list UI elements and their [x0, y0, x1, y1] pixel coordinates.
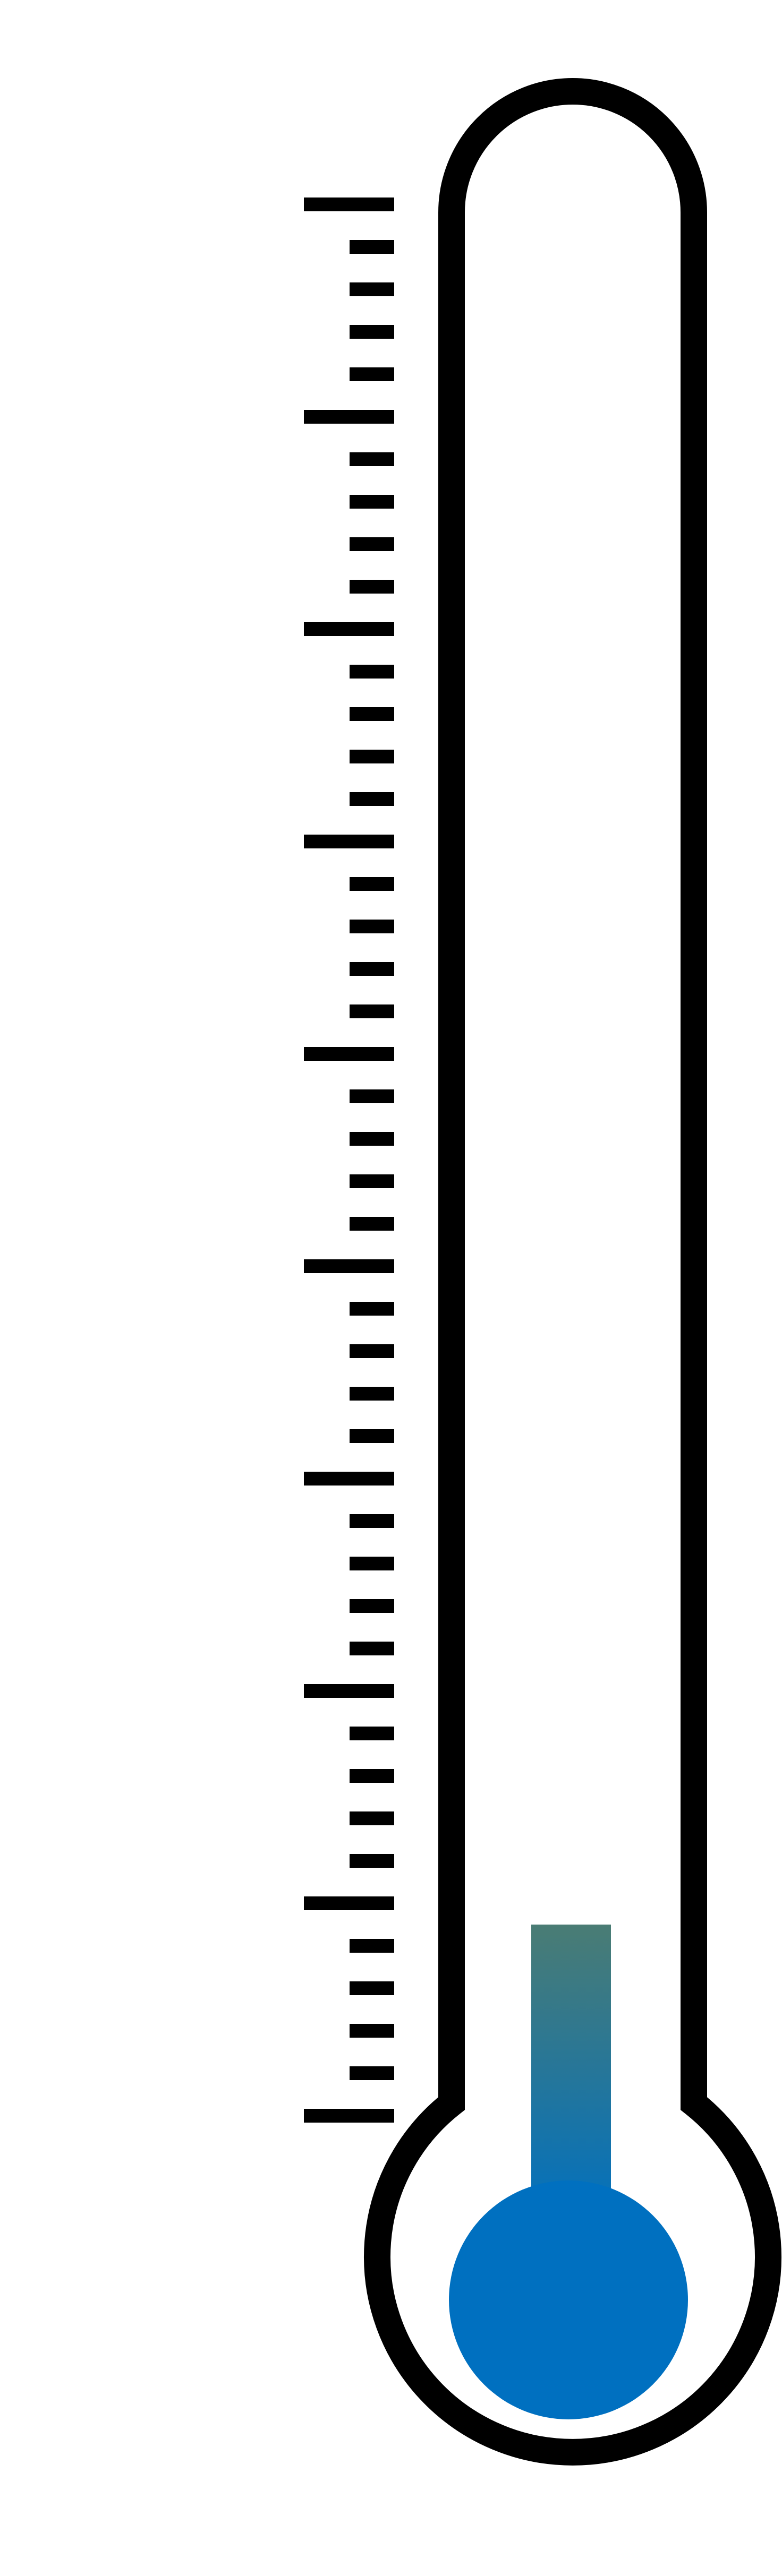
minor-tick: [350, 1854, 394, 1868]
minor-tick: [350, 665, 394, 679]
minor-tick: [350, 2024, 394, 2038]
minor-tick: [350, 1599, 394, 1613]
minor-tick: [350, 325, 394, 339]
minor-tick: [350, 1217, 394, 1231]
minor-tick: [350, 1981, 394, 1995]
major-tick: [304, 410, 394, 424]
minor-tick: [350, 495, 394, 509]
mercury-bulb: [449, 2180, 688, 2419]
major-tick: [304, 2109, 394, 2123]
minor-tick: [350, 1514, 394, 1528]
minor-tick: [350, 1344, 394, 1358]
minor-tick: [350, 962, 394, 976]
thermometer-outline: [364, 78, 781, 2466]
major-tick: [304, 1684, 394, 1698]
minor-tick: [350, 282, 394, 296]
minor-tick: [350, 1727, 394, 1740]
minor-tick: [350, 580, 394, 594]
major-tick: [304, 1259, 394, 1273]
minor-tick: [350, 1302, 394, 1316]
minor-tick: [350, 452, 394, 466]
minor-tick: [350, 1557, 394, 1570]
major-tick: [304, 1472, 394, 1486]
major-tick: [304, 622, 394, 636]
minor-tick: [350, 1174, 394, 1188]
major-tick: [304, 1047, 394, 1061]
minor-tick: [350, 920, 394, 933]
minor-tick: [350, 1642, 394, 1655]
minor-tick: [350, 1387, 394, 1401]
minor-tick: [350, 1132, 394, 1146]
minor-tick: [350, 2066, 394, 2080]
minor-tick: [350, 707, 394, 721]
mercury-column: [531, 1925, 611, 2226]
minor-tick: [350, 537, 394, 551]
minor-tick: [350, 792, 394, 806]
tick-scale: [304, 198, 394, 2123]
major-tick: [304, 835, 394, 848]
major-tick: [304, 1896, 394, 1910]
minor-tick: [350, 1811, 394, 1825]
minor-tick: [350, 750, 394, 763]
minor-tick: [350, 1089, 394, 1103]
minor-tick: [350, 1939, 394, 1953]
minor-tick: [350, 1429, 394, 1443]
minor-tick: [350, 240, 394, 254]
major-tick: [304, 198, 394, 211]
minor-tick: [350, 1769, 394, 1783]
minor-tick: [350, 1004, 394, 1018]
minor-tick: [350, 367, 394, 381]
minor-tick: [350, 877, 394, 891]
